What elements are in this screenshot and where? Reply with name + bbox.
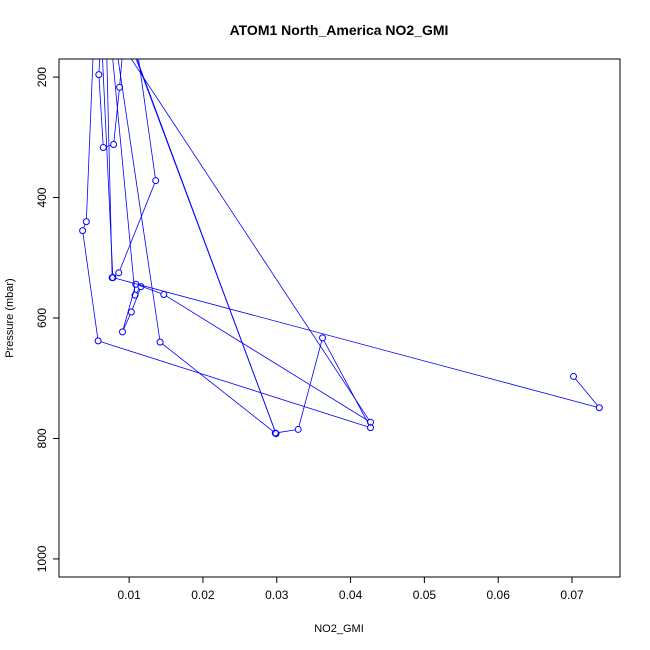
data-point xyxy=(115,269,123,277)
series-line-segment xyxy=(83,224,86,229)
data-point xyxy=(294,425,302,433)
series-line-segment xyxy=(82,233,99,338)
x-tick-label: 0.03 xyxy=(265,588,289,602)
series-line-segment xyxy=(113,90,120,142)
data-point xyxy=(569,372,577,380)
x-tick-label: 0.05 xyxy=(413,588,437,602)
data-point xyxy=(118,328,126,336)
series-line-segment xyxy=(102,59,114,275)
series-line-segment xyxy=(323,340,370,426)
x-tick-label: 0.04 xyxy=(339,588,363,602)
data-point xyxy=(272,430,280,438)
series-layer xyxy=(79,0,603,438)
data-point xyxy=(79,227,87,235)
series-line-segment xyxy=(98,77,104,145)
data-point xyxy=(319,334,327,342)
series-line-segment xyxy=(166,295,369,421)
y-tick-label: 800 xyxy=(35,428,49,448)
series-line-segment xyxy=(112,59,136,293)
series-line-segment xyxy=(278,429,296,433)
y-tick-label: 1000 xyxy=(35,545,49,572)
data-point xyxy=(99,144,107,152)
y-tick-label: 600 xyxy=(35,308,49,328)
x-tick-label: 0.02 xyxy=(191,588,215,602)
y-axis: 200 400 600 800 1000 xyxy=(35,67,60,572)
x-tick-label: 0.07 xyxy=(560,588,584,602)
data-point xyxy=(82,218,90,226)
series-line-segment xyxy=(122,287,136,330)
data-point xyxy=(367,418,375,426)
plot-frame xyxy=(58,58,621,578)
series-line-segment xyxy=(106,0,109,17)
data-point xyxy=(109,274,117,282)
data-point xyxy=(595,404,603,412)
series-line-segment xyxy=(98,59,101,72)
series-line-segment xyxy=(138,284,162,294)
series-line-segment xyxy=(106,59,113,275)
series-line-segment xyxy=(119,183,155,271)
x-axis-label: NO2_GMI xyxy=(314,623,364,635)
y-tick-label: 400 xyxy=(35,187,49,207)
y-tick-label: 200 xyxy=(35,67,49,87)
data-point xyxy=(127,308,135,316)
data-point xyxy=(131,291,139,299)
series-line-segment xyxy=(138,59,156,178)
series-line-segment xyxy=(136,59,276,431)
series-line-segment xyxy=(130,59,370,420)
data-point xyxy=(95,71,103,79)
series-line-segment xyxy=(117,59,161,340)
data-point xyxy=(132,280,140,288)
series-line-segment xyxy=(119,59,123,85)
series-line-segment xyxy=(162,343,274,432)
series-line-segment xyxy=(123,314,131,330)
series-line-segment xyxy=(86,59,94,219)
data-point xyxy=(271,429,279,437)
data-point xyxy=(156,338,164,346)
series-line-segment xyxy=(100,341,368,428)
series-line-segment xyxy=(575,378,598,406)
data-point xyxy=(152,177,160,185)
chart-title: ATOM1 North_America NO2_GMI xyxy=(230,22,449,38)
data-point xyxy=(116,83,124,91)
series-line-segment xyxy=(298,340,323,427)
series-line-segment xyxy=(136,288,140,293)
x-tick-label: 0.06 xyxy=(487,588,511,602)
series-line-segment xyxy=(132,289,141,310)
data-point xyxy=(110,141,118,149)
data-point xyxy=(160,291,168,299)
x-tick-label: 0.01 xyxy=(117,588,141,602)
series-line-segment xyxy=(115,278,597,408)
data-point xyxy=(367,424,375,432)
x-axis: 0.01 0.02 0.03 0.04 0.05 0.06 0.07 xyxy=(117,576,584,602)
data-point xyxy=(94,337,102,345)
y-axis-label: Pressure (mbar) xyxy=(4,278,16,357)
